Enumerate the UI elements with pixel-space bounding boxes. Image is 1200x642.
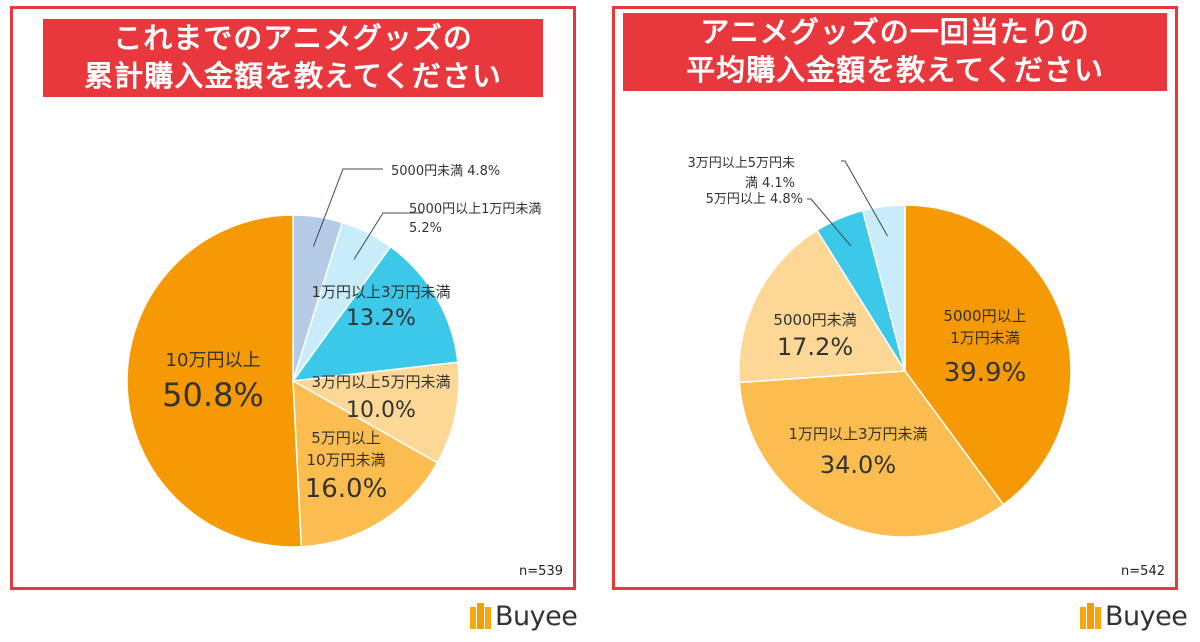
slice-percent: 16.0% <box>305 474 388 504</box>
leader-line <box>353 212 423 260</box>
pie-slice <box>738 370 1005 538</box>
pie-slice <box>904 204 1072 506</box>
pie-slice <box>861 204 906 372</box>
slice-label: 1万円以上3万円未満 13.2% <box>311 283 450 331</box>
pie-slice <box>126 214 303 548</box>
slice-label: 5000円未満 4.8% <box>312 164 500 247</box>
slice-label-text: 5万円以上 4.8% <box>706 192 803 207</box>
slice-label: 3万円以上5万円未満 4.1% <box>687 156 888 237</box>
slice-label-text: 5万円以上 <box>311 429 381 447</box>
leader-line <box>841 160 888 237</box>
slice-label: 5000円未満 17.2% <box>773 311 856 361</box>
pie-slice <box>292 379 439 548</box>
slice-label-text: 1万円未満 <box>950 329 1020 347</box>
pie-slice <box>738 229 907 384</box>
slice-label: 5万円以上 10万円未満 16.0% <box>305 429 388 504</box>
slice-label-text: 5000円以上1万円未満 <box>409 202 541 217</box>
chart-title: アニメグッズの一回当たりの 平均購入金額を教えてください <box>623 13 1167 91</box>
slice-label: 3万円以上5万円未満 10.0% <box>311 373 450 423</box>
buyee-logo: Buyee <box>1080 598 1188 634</box>
slice-label-text: 5000円未満 <box>773 311 856 329</box>
buyee-logo-text: Buyee <box>1105 600 1188 632</box>
chart-panel-average: アニメグッズの一回当たりの 平均購入金額を教えてください 5000円以上 1万円未… <box>612 6 1178 590</box>
slice-label: 5000円以上1万円未満 5.2% <box>353 202 541 260</box>
chart-title-line1: アニメグッズの一回当たりの <box>700 15 1090 49</box>
slice-label-text: 3万円以上5万円未 <box>687 156 795 171</box>
slice-label-text: 10万円未満 <box>306 451 385 469</box>
sample-size: n=542 <box>1121 564 1165 579</box>
slice-percent: 13.2% <box>346 306 416 331</box>
buyee-logo: Buyee <box>470 598 578 634</box>
slice-label-text: 1万円以上3万円未満 <box>788 425 927 443</box>
sample-size: n=539 <box>519 564 563 579</box>
slice-label-text: 3万円以上5万円未満 <box>311 373 450 391</box>
slice-label-text: 10万円以上 <box>166 350 261 371</box>
chart-panel-cumulative: これまでのアニメグッズの 累計購入金額を教えてください 5000円未満 4.8%… <box>10 6 576 590</box>
pie-slice <box>291 245 459 382</box>
buyee-logo-icon <box>1080 603 1102 629</box>
pie-chart-average: 5000円以上 1万円未満 39.9% 1万円以上3万円未満 34.0% 5000円未満 1… <box>687 156 1072 538</box>
buyee-logo-text: Buyee <box>495 600 578 632</box>
slice-label-text: 1万円以上3万円未満 <box>311 283 450 301</box>
slice-percent: 39.9% <box>944 358 1027 388</box>
slice-label-text: 5000円以上 <box>943 307 1026 325</box>
slice-label: 1万円以上3万円未満 34.0% <box>788 425 927 479</box>
slice-label-text: 5000円未満 4.8% <box>391 164 500 179</box>
chart-title-line2: 平均購入金額を教えてください <box>686 53 1104 87</box>
pie-slice <box>290 361 460 464</box>
chart-title-line2: 累計購入金額を教えてください <box>84 59 502 93</box>
slice-percent: 10.0% <box>346 398 416 423</box>
buyee-logo-icon <box>470 603 492 629</box>
slice-percent: 17.2% <box>777 333 853 361</box>
slice-label: 5000円以上 1万円未満 39.9% <box>943 307 1026 388</box>
chart-title-line1: これまでのアニメグッズの <box>113 21 473 55</box>
pie-chart-cumulative: 5000円未満 4.8% 5000円以上1万円未満 5.2% 1万円以上3万円未満 13… <box>126 164 541 548</box>
slice-label-text: 満 4.1% <box>745 176 795 191</box>
slice-label: 10万円以上 50.8% <box>162 350 264 414</box>
chart-title: これまでのアニメグッズの 累計購入金額を教えてください <box>43 19 543 97</box>
leader-line <box>312 168 383 247</box>
leader-line <box>807 198 852 247</box>
slice-percent: 50.8% <box>162 376 264 414</box>
slice-label-text: 5.2% <box>409 221 442 236</box>
slice-label: 5万円以上 4.8% <box>706 192 852 247</box>
slice-percent: 34.0% <box>820 451 896 479</box>
